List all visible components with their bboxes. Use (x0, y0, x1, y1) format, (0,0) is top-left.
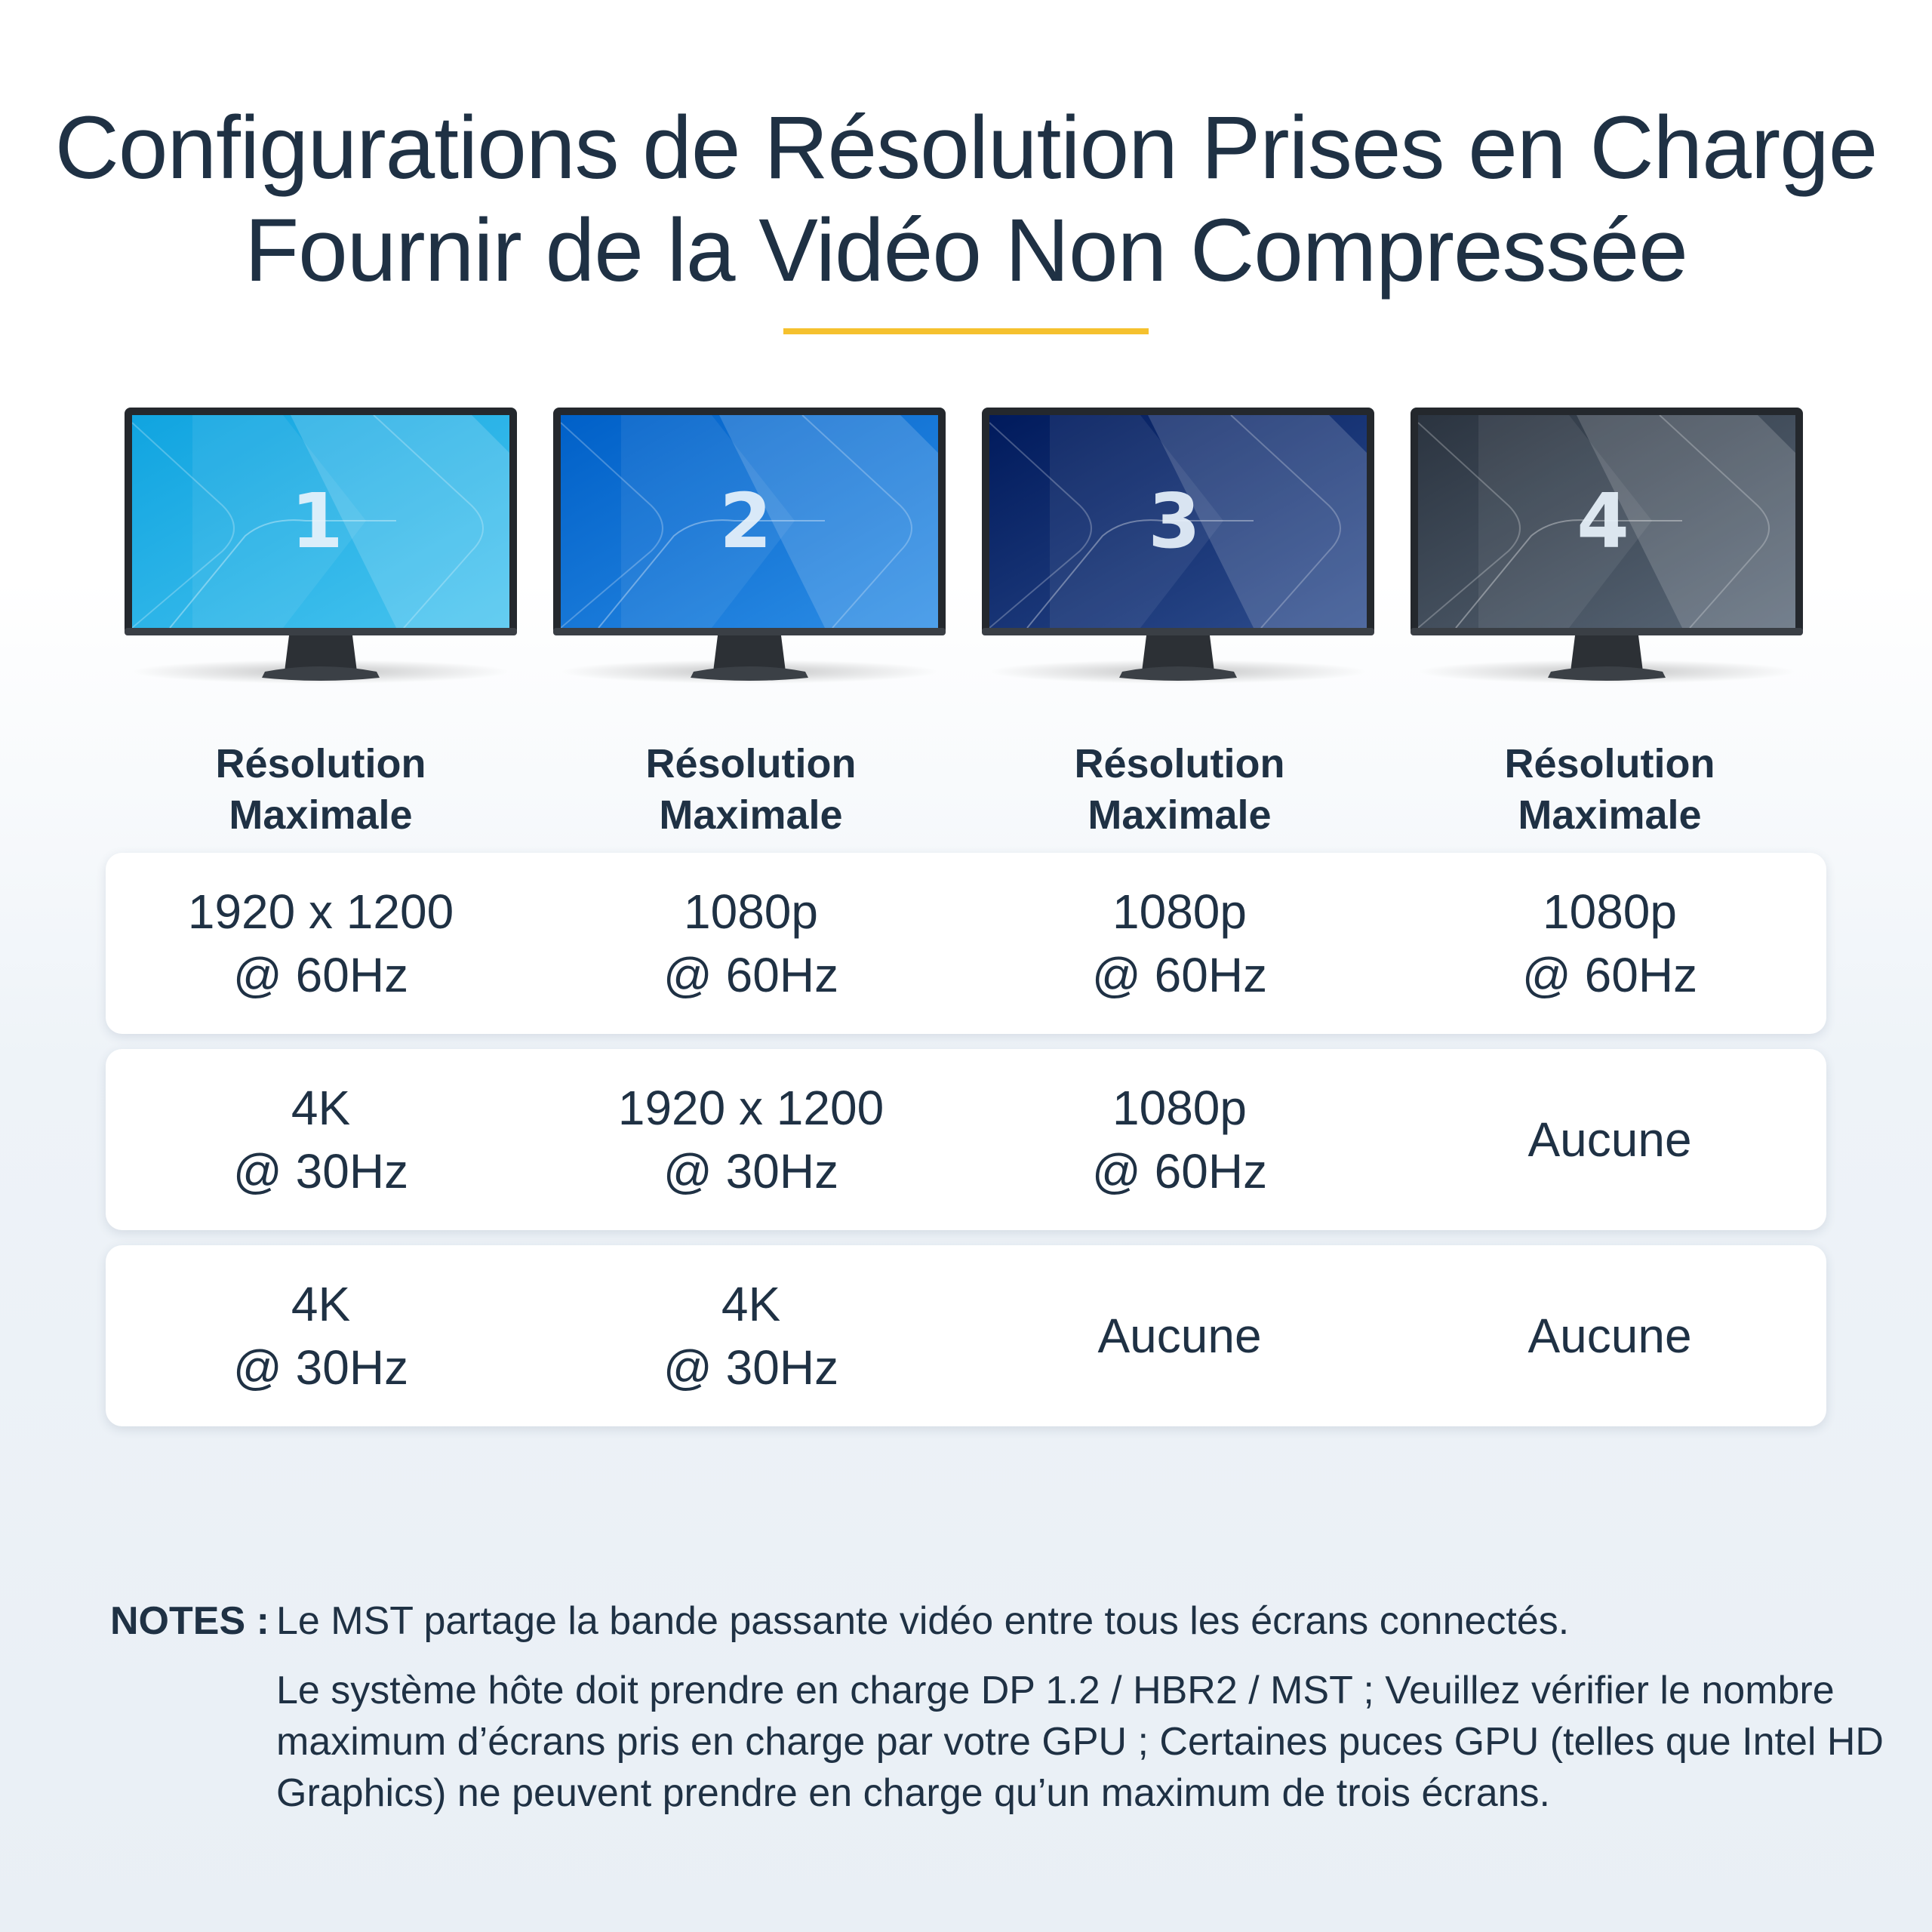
column-header-4: Résolution Maximale (1395, 738, 1824, 841)
table-row: 1920 x 1200 @ 60Hz 1080p @ 60Hz 1080p @ 60Hz 1… (106, 853, 1826, 1034)
column-header-1: Résolution Maximale (106, 738, 535, 841)
table-cell: 4K @ 30Hz (106, 1049, 535, 1230)
table-cell: 1080p @ 60Hz (965, 1049, 1394, 1230)
column-header-line2: Maximale (1518, 792, 1702, 838)
title-accent-divider (783, 328, 1149, 334)
page-title-line2: Fournir de la Vidéo Non Compressée (245, 201, 1688, 300)
cell-refresh-rate: @ 60Hz (1091, 948, 1268, 1002)
cell-refresh-rate: @ 30Hz (232, 1340, 409, 1395)
cell-resolution: Aucune (1527, 1309, 1692, 1363)
column-header-2: Résolution Maximale (537, 738, 965, 841)
column-header-line1: Résolution (1074, 741, 1285, 786)
cell-resolution: 1080p (684, 884, 818, 939)
cell-refresh-rate: @ 60Hz (1091, 1144, 1268, 1198)
notes-text-2: Le système hôte doit prendre en charge D… (276, 1669, 1884, 1815)
cell-resolution: Aucune (1097, 1309, 1262, 1363)
column-header-line1: Résolution (645, 741, 857, 786)
column-header-line1: Résolution (215, 741, 426, 786)
cell-resolution: 1920 x 1200 (187, 884, 454, 939)
cell-resolution: Aucune (1527, 1112, 1692, 1167)
cell-resolution: 1080p (1543, 884, 1677, 939)
monitor-number: 3 (1148, 477, 1201, 565)
table-cell: 1080p @ 60Hz (537, 853, 965, 1034)
cell-refresh-rate: @ 60Hz (663, 948, 839, 1002)
column-header-line2: Maximale (229, 792, 413, 838)
cell-resolution: 4K (721, 1277, 781, 1331)
monitor-1: 1 (125, 408, 517, 694)
table-row: 4K @ 30Hz 4K @ 30Hz Aucune Aucune (106, 1245, 1826, 1426)
cell-refresh-rate: @ 30Hz (663, 1340, 839, 1395)
cell-resolution: 4K (291, 1081, 351, 1135)
page-title-line1: Configurations de Résolution Prises en C… (54, 98, 1878, 198)
table-cell: 1920 x 1200 @ 60Hz (106, 853, 535, 1034)
cell-resolution: 4K (291, 1277, 351, 1331)
table-cell: Aucune (965, 1245, 1394, 1426)
cell-refresh-rate: @ 60Hz (232, 948, 409, 1002)
notes-label: NOTES : (110, 1599, 269, 1643)
column-header-line1: Résolution (1504, 741, 1715, 786)
notes-text-1: Le MST partage la bande passante vidéo e… (276, 1599, 1570, 1643)
cell-resolution: 1920 x 1200 (617, 1081, 884, 1135)
column-header-3: Résolution Maximale (965, 738, 1394, 841)
cell-refresh-rate: @ 30Hz (232, 1144, 409, 1198)
monitor-number: 2 (719, 477, 772, 565)
column-header-line2: Maximale (659, 792, 843, 838)
table-cell: 4K @ 30Hz (106, 1245, 535, 1426)
column-header-line2: Maximale (1088, 792, 1272, 838)
table-cell: Aucune (1395, 1245, 1824, 1426)
table-cell: 1920 x 1200 @ 30Hz (537, 1049, 965, 1230)
table-cell: 1080p @ 60Hz (1395, 853, 1824, 1034)
monitor-number: 4 (1577, 477, 1629, 565)
monitor-3: 3 (982, 408, 1374, 694)
monitor-2: 2 (553, 408, 946, 694)
cell-refresh-rate: @ 30Hz (663, 1144, 839, 1198)
table-cell: Aucune (1395, 1049, 1824, 1230)
monitor-4: 4 (1411, 408, 1803, 694)
table-cell: 1080p @ 60Hz (965, 853, 1394, 1034)
table-row: 4K @ 30Hz 1920 x 1200 @ 30Hz 1080p @ 60Hz Aucu… (106, 1049, 1826, 1230)
cell-refresh-rate: @ 60Hz (1521, 948, 1698, 1002)
table-cell: 4K @ 30Hz (537, 1245, 965, 1426)
monitor-number: 1 (291, 477, 343, 565)
cell-resolution: 1080p (1112, 884, 1247, 939)
cell-resolution: 1080p (1112, 1081, 1247, 1135)
